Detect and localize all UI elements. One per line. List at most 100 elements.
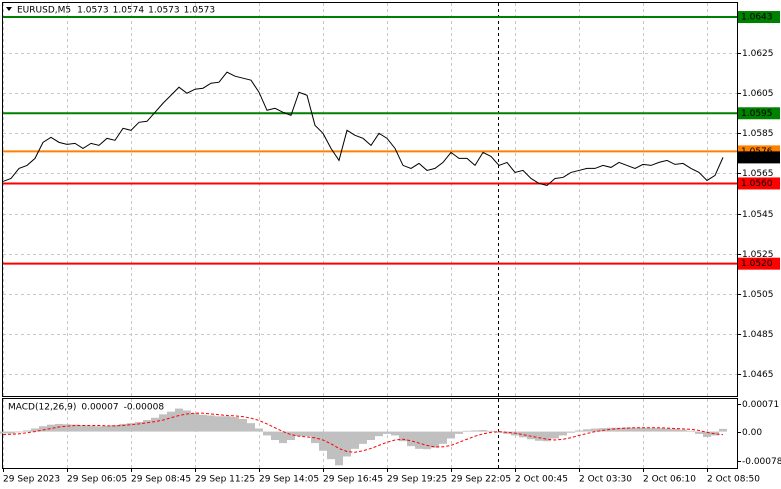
main-panel-border: [2, 2, 738, 397]
histogram-bar: [479, 430, 487, 432]
histogram-bar: [343, 431, 351, 457]
level-label-box: [738, 107, 780, 120]
histogram-bar: [0, 431, 7, 434]
histogram-bar: [247, 423, 255, 432]
macd-readout: -0.00008: [124, 403, 165, 413]
histogram-bar: [583, 429, 591, 432]
histogram-bar: [663, 428, 671, 432]
histogram-bar: [615, 427, 623, 432]
histogram-bar: [575, 430, 583, 432]
current-price: 1.0573: [741, 153, 773, 163]
histogram-bar: [335, 431, 343, 466]
histogram-bar: [327, 431, 335, 460]
level-label: 1.0560: [741, 179, 773, 189]
histogram-bar: [415, 431, 423, 449]
histogram-bar: [655, 428, 663, 432]
histogram-bar: [119, 423, 127, 432]
menu-triangle: [6, 7, 12, 11]
price-line: [2, 71, 724, 187]
histogram-bar: [567, 431, 575, 433]
x-tick-label: 29 Sep 2023: [3, 475, 60, 485]
histogram-bar: [271, 431, 279, 441]
y-tick-label: 1.0545: [742, 210, 774, 220]
histogram-bar: [375, 431, 383, 437]
histogram-bar: [95, 426, 103, 432]
y-tick-label: 1.0465: [742, 370, 774, 380]
histogram-bar: [535, 431, 543, 441]
histogram-bar: [607, 427, 615, 432]
x-tick-label: 29 Sep 08:45: [131, 475, 191, 485]
y-tick-label: 1.0585: [742, 129, 774, 139]
ohlc-value: 1.0573: [77, 6, 109, 16]
histogram-bar: [15, 431, 23, 433]
histogram-bar: [551, 431, 559, 439]
histogram-bar: [223, 416, 231, 432]
histogram-bar: [503, 431, 511, 434]
histogram-bar: [295, 431, 303, 437]
histogram-bar: [695, 431, 703, 434]
macd-title: MACD(12,26,9): [8, 403, 76, 413]
ohlc-value: 1.0573: [184, 6, 216, 16]
histogram-bar: [623, 427, 631, 432]
level-label-box: [738, 257, 780, 270]
x-tick-label: 29 Sep 19:25: [387, 475, 447, 485]
histogram-bar: [719, 428, 727, 432]
histogram-bar: [687, 430, 695, 432]
histogram-bar: [183, 410, 191, 432]
histogram-bar: [359, 431, 367, 444]
x-tick-label: 29 Sep 16:45: [323, 475, 383, 485]
histogram-bar: [143, 420, 151, 432]
histogram-bar: [55, 423, 63, 432]
x-tick-label: 2 Oct 03:30: [579, 475, 632, 485]
level-label: 1.0643: [741, 13, 773, 23]
histogram-bar: [7, 431, 15, 434]
histogram-bar: [543, 431, 551, 442]
histogram-bar: [367, 431, 375, 441]
histogram-bar: [279, 431, 287, 444]
histogram-bar: [239, 418, 247, 432]
histogram-bar: [407, 431, 415, 447]
histogram-bar: [191, 413, 199, 432]
y-tick-label: 1.0525: [742, 250, 774, 260]
current-price-box: [738, 151, 780, 164]
histogram-bar: [431, 431, 439, 448]
histogram-bar: [599, 428, 607, 432]
histogram-bar: [263, 431, 271, 436]
histogram-bar: [671, 428, 679, 432]
x-tick-label: 2 Oct 06:10: [643, 475, 696, 485]
level-label-box: [738, 177, 780, 190]
histogram-bar: [111, 425, 119, 432]
histogram-bar: [63, 424, 71, 432]
histogram-bar: [527, 431, 535, 440]
histogram-bar: [167, 411, 175, 432]
x-tick-label: 29 Sep 14:05: [259, 475, 319, 485]
x-tick-label: 29 Sep 11:25: [195, 475, 255, 485]
histogram-bar: [207, 415, 215, 432]
y-tick-label: 0.00: [742, 428, 762, 438]
histogram-bar: [287, 431, 295, 441]
histogram-bar: [631, 427, 639, 432]
histogram-bar: [455, 431, 463, 434]
symbol-title: EURUSD,M5: [17, 6, 71, 16]
histogram-bar: [399, 431, 407, 442]
x-tick-label: 2 Oct 00:45: [515, 475, 568, 485]
histogram-bar: [23, 430, 31, 432]
histogram-bar: [351, 431, 359, 449]
histogram-bar: [31, 428, 39, 432]
histogram-bar: [495, 431, 503, 433]
histogram-bar: [215, 416, 223, 432]
histogram-bar: [591, 428, 599, 432]
histogram-bar: [559, 431, 567, 436]
histogram-bar: [319, 431, 327, 451]
level-label: 1.0520: [741, 259, 773, 269]
x-tick-label: 29 Sep 06:05: [67, 475, 127, 485]
y-tick-label: -0.00078: [742, 457, 781, 467]
y-tick-label: 1.0505: [742, 290, 774, 300]
histogram-bar: [447, 431, 455, 439]
x-tick-label: 2 Oct 08:50: [707, 475, 760, 485]
ohlc-value: 1.0573: [148, 6, 180, 16]
histogram-bar: [79, 425, 87, 432]
histogram-bar: [391, 431, 399, 436]
